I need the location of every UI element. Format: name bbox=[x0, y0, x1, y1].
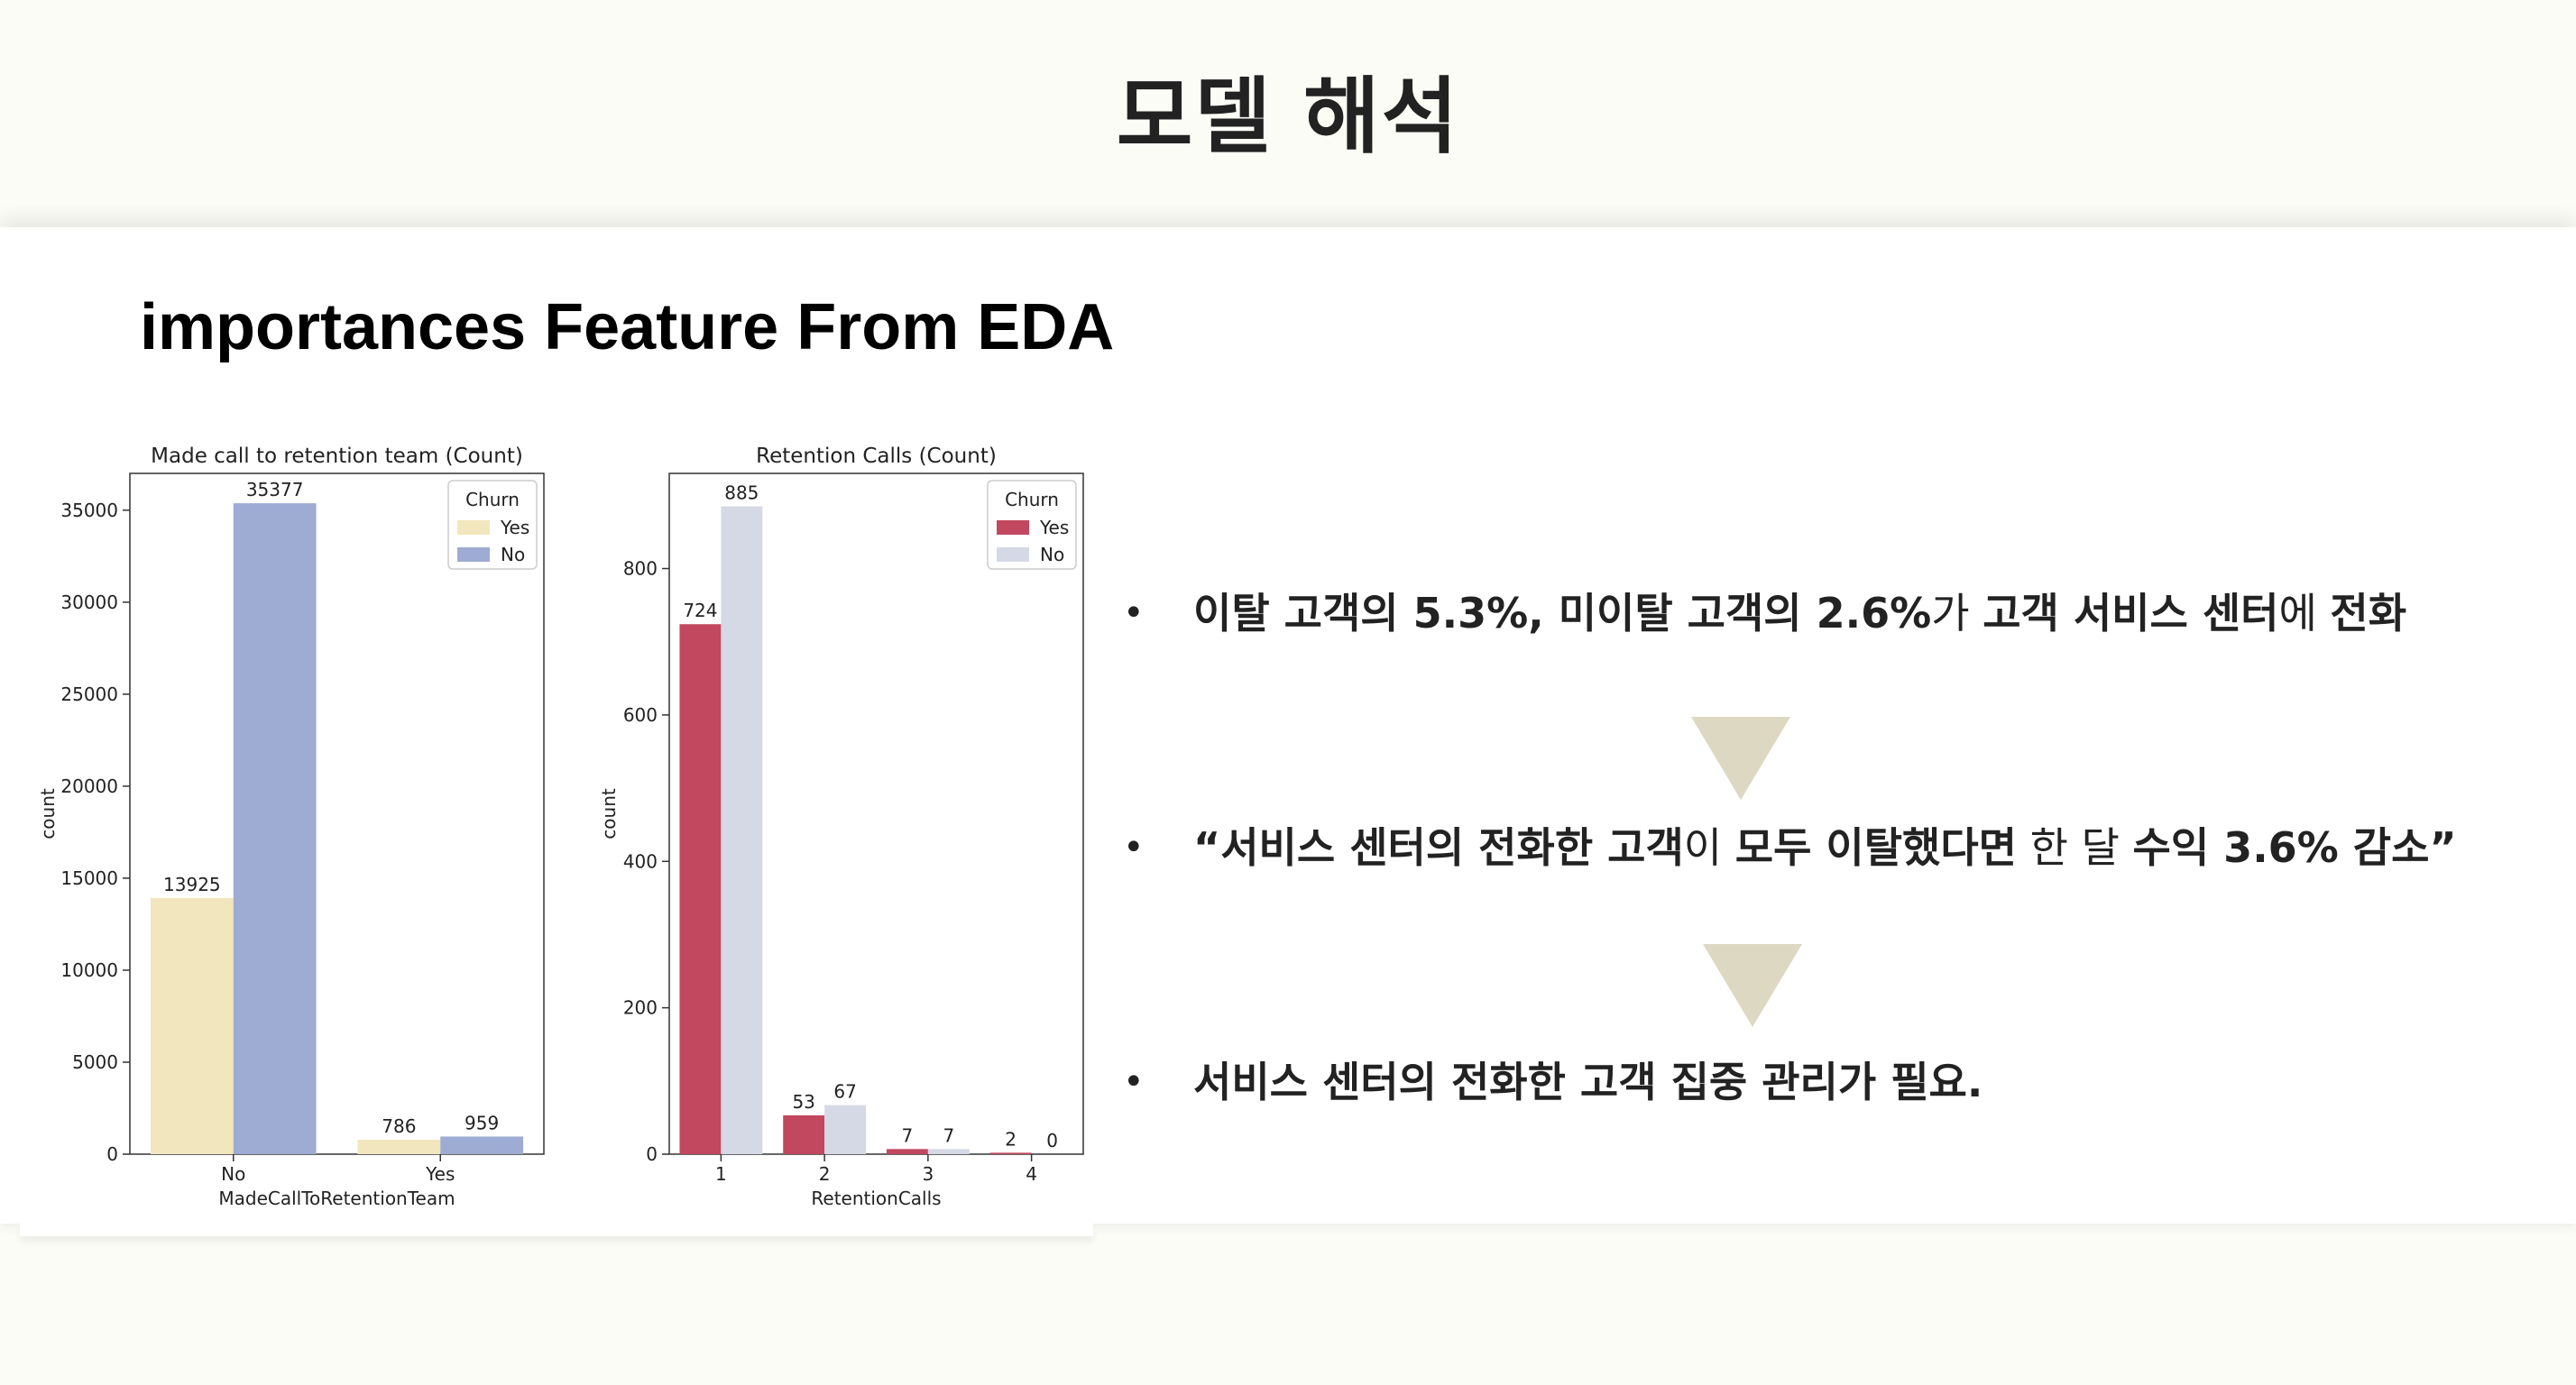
data-label: 0 bbox=[1046, 1130, 1058, 1151]
data-label: 2 bbox=[1005, 1128, 1017, 1150]
bar-no bbox=[233, 503, 317, 1154]
chart-made-call-retention-team: Made call to retention team (Count) 0 5000… bbox=[37, 445, 545, 1209]
y-tick-label: 5000 bbox=[72, 1051, 118, 1073]
y-tick-label: 30000 bbox=[60, 592, 118, 613]
bar-yes bbox=[989, 1152, 1032, 1154]
bar-yes bbox=[150, 897, 234, 1154]
finding-segment: 서비스 센터의 전화한 고객 집중 관리가 필요. bbox=[1193, 1058, 1983, 1106]
down-arrow-icon bbox=[1703, 944, 1802, 1027]
data-label: 53 bbox=[792, 1091, 814, 1113]
data-label: 786 bbox=[382, 1115, 416, 1137]
y-tick-label: 25000 bbox=[60, 683, 118, 705]
x-tick-label: Yes bbox=[425, 1163, 455, 1185]
bar-no bbox=[440, 1136, 524, 1154]
legend-swatch bbox=[997, 547, 1029, 562]
legend-label: No bbox=[1040, 544, 1064, 565]
finding-item: • “서비스 센터의 전화한 고객이 모두 이탈했다면 한 달 수익 3.6% … bbox=[1123, 816, 2566, 888]
y-tick-label: 35000 bbox=[60, 500, 118, 521]
legend-swatch bbox=[457, 547, 490, 562]
data-label: 885 bbox=[724, 482, 759, 504]
finding-item: • 이탈 고객의 5.3%, 미이탈 고객의 2.6%가 고객 서비스 센터에 … bbox=[1123, 582, 2566, 654]
y-tick-label: 800 bbox=[623, 558, 658, 580]
legend-swatch bbox=[997, 520, 1029, 535]
x-tick-label: 2 bbox=[819, 1163, 831, 1185]
legend-box bbox=[987, 480, 1077, 570]
finding-segment: 이 bbox=[1683, 823, 1735, 872]
bar-yes bbox=[679, 624, 722, 1154]
chart-panel-edge bbox=[20, 1224, 1093, 1236]
down-arrow-icon bbox=[1691, 717, 1790, 800]
y-tick-label: 600 bbox=[623, 704, 658, 726]
x-tick-label: 3 bbox=[923, 1163, 934, 1185]
finding-segment: 고객 서비스 센터 bbox=[1983, 589, 2279, 637]
finding-segment: 가 bbox=[1931, 589, 1983, 637]
plot-frame bbox=[668, 472, 1084, 1155]
finding-text: 이탈 고객의 5.3%, 미이탈 고객의 2.6%가 고객 서비스 센터에 전화 bbox=[1193, 582, 2406, 645]
data-label: 724 bbox=[683, 600, 717, 621]
finding-segment: 전화 bbox=[2330, 589, 2407, 637]
content-panel bbox=[0, 227, 2576, 1224]
data-label: 7 bbox=[902, 1124, 914, 1146]
x-tick-label: 4 bbox=[1026, 1163, 1037, 1185]
finding-segment: 에 bbox=[2278, 589, 2331, 637]
x-axis-label: MadeCallToRetentionTeam bbox=[218, 1188, 455, 1209]
legend-title: Churn bbox=[1005, 489, 1059, 510]
y-tick-label: 0 bbox=[106, 1143, 118, 1165]
y-axis-label: count bbox=[598, 788, 620, 839]
legend-label: Yes bbox=[500, 517, 529, 538]
x-tick-label: 1 bbox=[715, 1163, 727, 1185]
x-axis-label: RetentionCalls bbox=[811, 1188, 941, 1209]
y-tick-label: 15000 bbox=[60, 867, 118, 889]
y-tick-label: 10000 bbox=[60, 959, 118, 981]
y-tick-label: 20000 bbox=[60, 775, 118, 797]
bar-no bbox=[721, 506, 763, 1154]
legend-label: Yes bbox=[1039, 517, 1069, 538]
finding-segment: 수익 3.6% 감소” bbox=[2132, 823, 2457, 872]
section-title: importances Feature From EDA bbox=[140, 291, 1115, 363]
plot-frame bbox=[129, 472, 545, 1155]
chart-retention-calls: Retention Calls (Count) 0 200 400 600 800 coun… bbox=[598, 445, 1084, 1209]
bar-yes bbox=[783, 1114, 825, 1154]
bullet-dot: • bbox=[1123, 827, 1145, 868]
bar-yes bbox=[357, 1139, 441, 1154]
chart-title: Made call to retention team (Count) bbox=[151, 445, 523, 468]
finding-text: 서비스 센터의 전화한 고객 집중 관리가 필요. bbox=[1193, 1050, 1983, 1114]
slide-title: 모델 해석 bbox=[1116, 69, 1460, 165]
bar-no bbox=[824, 1105, 867, 1154]
legend-box bbox=[447, 480, 538, 570]
data-label: 959 bbox=[465, 1112, 499, 1133]
legend-swatch bbox=[457, 520, 490, 535]
data-label: 7 bbox=[943, 1124, 954, 1146]
finding-segment: “서비스 센터의 전화한 고객 bbox=[1193, 823, 1684, 872]
y-tick-label: 0 bbox=[646, 1143, 658, 1165]
y-axis-label: count bbox=[37, 788, 59, 839]
finding-item: • 서비스 센터의 전화한 고객 집중 관리가 필요. bbox=[1123, 1050, 2566, 1123]
data-label: 13925 bbox=[163, 874, 221, 895]
bullet-dot: • bbox=[1123, 1061, 1145, 1103]
bar-yes bbox=[886, 1149, 928, 1154]
bullet-dot: • bbox=[1123, 592, 1145, 634]
finding-segment: 모두 이탈했다면 bbox=[1734, 823, 2018, 872]
y-tick-label: 400 bbox=[623, 850, 658, 872]
finding-text: “서비스 센터의 전화한 고객이 모두 이탈했다면 한 달 수익 3.6% 감소… bbox=[1193, 816, 2457, 879]
legend-label: No bbox=[501, 544, 525, 565]
chart-title: Retention Calls (Count) bbox=[756, 445, 997, 468]
finding-segment: 이탈 고객의 5.3%, 미이탈 고객의 2.6% bbox=[1193, 589, 1932, 637]
data-label: 67 bbox=[833, 1081, 856, 1103]
y-tick-label: 200 bbox=[623, 997, 658, 1019]
finding-segment: 한 달 bbox=[2017, 823, 2133, 872]
x-tick-label: No bbox=[221, 1163, 245, 1185]
data-label: 35377 bbox=[246, 479, 304, 500]
bar-no bbox=[927, 1149, 970, 1154]
legend-title: Churn bbox=[465, 489, 520, 510]
